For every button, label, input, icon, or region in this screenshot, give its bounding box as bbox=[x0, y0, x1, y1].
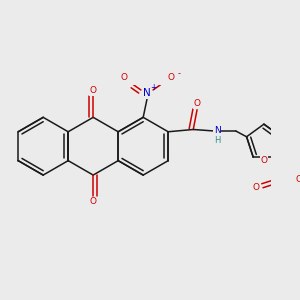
Text: O: O bbox=[194, 99, 201, 108]
Text: N: N bbox=[214, 126, 220, 135]
Text: O: O bbox=[296, 176, 300, 184]
Text: N: N bbox=[143, 88, 151, 98]
Text: O: O bbox=[253, 183, 260, 192]
Text: -: - bbox=[177, 70, 180, 79]
Text: O: O bbox=[260, 156, 267, 165]
Text: O: O bbox=[90, 86, 97, 95]
Text: O: O bbox=[121, 73, 128, 82]
Text: O: O bbox=[167, 73, 174, 82]
Text: H: H bbox=[214, 136, 220, 146]
Text: +: + bbox=[151, 83, 157, 92]
Text: O: O bbox=[90, 197, 97, 206]
